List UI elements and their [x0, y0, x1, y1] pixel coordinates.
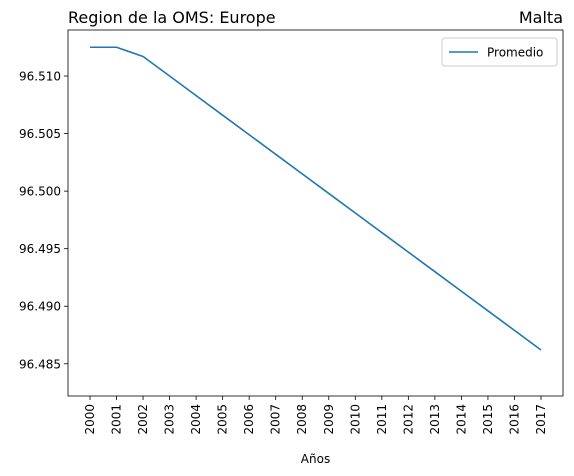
x-tick-label: 2000: [83, 404, 97, 435]
legend: Promedio: [441, 37, 558, 67]
x-tick-label: 2017: [534, 404, 548, 435]
x-tick-label: 2014: [454, 404, 468, 435]
x-tick-label: 2015: [481, 404, 495, 435]
chart-subtitle-country: Malta: [519, 8, 563, 27]
x-tick-label: 2006: [242, 404, 256, 435]
series-line-promedio: [90, 46, 542, 351]
x-tick-label: 2001: [110, 404, 124, 435]
x-tick-label: 2008: [295, 404, 309, 435]
y-axis: 96.485 96.490 96.495 96.500 96.505 96.510: [19, 70, 68, 371]
x-tick-label: 2011: [375, 404, 389, 435]
x-tick-label: 2009: [322, 404, 336, 435]
legend-box: [441, 37, 558, 67]
y-tick-label: 96.495: [19, 242, 61, 256]
y-tick-label: 96.490: [19, 300, 61, 314]
x-axis-label: Años: [301, 452, 330, 466]
y-tick-label: 96.510: [19, 70, 61, 84]
x-tick-label: 2016: [507, 404, 521, 435]
x-tick-label: 2004: [189, 404, 203, 435]
y-tick-label: 96.505: [19, 127, 61, 141]
plot-frame: [67, 29, 564, 397]
x-tick-label: 2010: [348, 404, 362, 435]
x-tick-label: 2003: [163, 404, 177, 435]
x-tick-label: 2005: [216, 404, 230, 435]
series-group: [90, 46, 542, 351]
x-tick-label: 2007: [269, 404, 283, 435]
x-tick-label: 2012: [401, 404, 415, 435]
y-tick-label: 96.500: [19, 185, 61, 199]
x-axis: 2000 2001 2002 2003 2004 2005 2006 2007 2008 2009…: [83, 396, 548, 435]
y-tick-label: 96.485: [19, 357, 61, 371]
x-tick-label: 2002: [136, 404, 150, 435]
chart-title: Region de la OMS: Europe: [68, 8, 276, 27]
legend-label-promedio: Promedio: [487, 46, 543, 60]
x-tick-label: 2013: [428, 404, 442, 435]
